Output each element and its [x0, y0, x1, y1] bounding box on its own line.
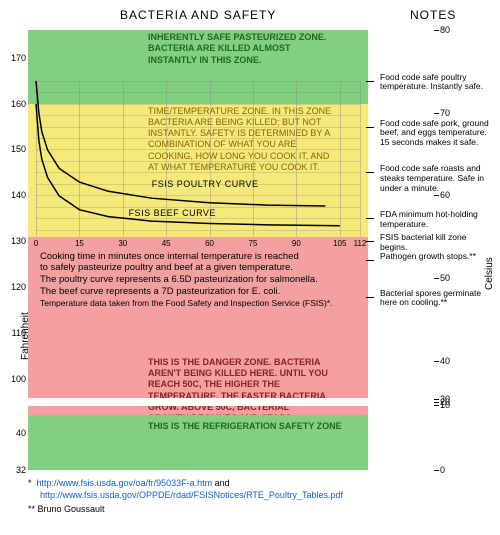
note-1: Food code safe pork, ground beef, and eg…	[380, 119, 492, 148]
zone-text-pasteurized: INHERENTLY SAFE PASTEURIZED ZONE. BACTER…	[148, 32, 328, 66]
explainer-line-4: Temperature data taken from the Food Saf…	[40, 298, 360, 309]
footnote-link-0[interactable]: http://www.fsis.usda.gov/oa/fr/95033F-a.…	[37, 478, 213, 488]
f-tick-110: 110	[6, 328, 26, 338]
c-tick-0: 0	[440, 465, 458, 475]
axis-break	[28, 398, 368, 406]
f-tick-150: 150	[6, 144, 26, 154]
c-tick-80: 80	[440, 25, 458, 35]
explainer-line-1: to safely pasteurize poultry and beef at…	[40, 262, 360, 274]
c-tick-10: 10	[440, 400, 458, 410]
note-dash-6	[366, 297, 374, 298]
x-tick-0: 0	[26, 239, 46, 248]
note-dash-1	[366, 127, 374, 128]
c-tick-mark-20	[434, 402, 439, 403]
f-tick-140: 140	[6, 190, 26, 200]
x-tick-112: 112	[350, 239, 370, 248]
f-tick-120: 120	[6, 282, 26, 292]
c-tick-mark-0	[434, 470, 439, 471]
chart-area: Fahrenheit INHERENTLY SAFE PASTEURIZED Z…	[28, 30, 368, 470]
explainer-line-2: The poultry curve represents a 6.5D past…	[40, 274, 360, 286]
c-tick-mark-40	[434, 361, 439, 362]
x-tick-75: 75	[243, 239, 263, 248]
f-tick-32: 32	[6, 465, 26, 475]
note-5: Pathogen growth stops.**	[380, 252, 492, 262]
note-2: Food code safe roasts and steaks tempera…	[380, 164, 492, 193]
footnote-starstar: ** Bruno Goussault	[28, 504, 105, 514]
c-tick-60: 60	[440, 190, 458, 200]
x-tick-15: 15	[69, 239, 89, 248]
c-tick-70: 70	[440, 108, 458, 118]
x-tick-90: 90	[286, 239, 306, 248]
c-tick-mark-70	[434, 113, 439, 114]
c-tick-mark-60	[434, 195, 439, 196]
time-temp-grid: 0153045607590105112FSIS POULTRY CURVEFSI…	[36, 81, 360, 237]
c-tick-mark-80	[434, 30, 439, 31]
beef-curve-label: FSIS BEEF CURVE	[129, 208, 216, 218]
f-tick-170: 170	[6, 53, 26, 63]
chart-title: BACTERIA AND SAFETY	[120, 8, 276, 22]
c-tick-mark-10	[434, 405, 439, 406]
notes-title: NOTES	[410, 8, 456, 22]
note-dash-4	[366, 241, 374, 242]
f-tick-100: 100	[6, 374, 26, 384]
note-dash-5	[366, 260, 374, 261]
zone-text-refrigeration: THIS IS THE REFRIGERATION SAFETY ZONE	[148, 421, 348, 432]
explainer-line-3: The beef curve represents a 7D pasteuriz…	[40, 286, 360, 298]
f-tick-40: 40	[6, 428, 26, 438]
note-3: FDA minimum hot-holding temperature.	[380, 210, 492, 230]
x-tick-105: 105	[330, 239, 350, 248]
c-tick-50: 50	[440, 273, 458, 283]
f-tick-130: 130	[6, 236, 26, 246]
footnote-link-1-wrap: http://www.fsis.usda.gov/OPPDE/rdad/FSIS…	[40, 490, 343, 500]
note-4: FSIS bacterial kill zone begins.	[380, 233, 492, 253]
x-tick-45: 45	[156, 239, 176, 248]
figure-root: BACTERIA AND SAFETY NOTES Fahrenheit INH…	[0, 0, 500, 535]
beef-curve	[36, 104, 340, 226]
note-dash-2	[366, 172, 374, 173]
poultry-curve-label: FSIS POULTRY CURVE	[152, 179, 259, 189]
footnote-link-1[interactable]: http://www.fsis.usda.gov/OPPDE/rdad/FSIS…	[40, 490, 343, 500]
explainer-text: Cooking time in minutes once internal te…	[40, 251, 360, 309]
c-tick-40: 40	[440, 356, 458, 366]
note-0: Food code safe poultry temperature. Inst…	[380, 73, 492, 93]
note-6: Bacterial spores germinate here on cooli…	[380, 289, 492, 309]
zone-refrigeration: THIS IS THE REFRIGERATION SAFETY ZONE	[28, 415, 368, 470]
explainer-line-0: Cooking time in minutes once internal te…	[40, 251, 360, 263]
c-tick-mark-30	[434, 399, 439, 400]
footnote-star: * http://www.fsis.usda.gov/oa/fr/95033F-…	[28, 478, 230, 488]
celsius-axis-label: Celsius	[484, 257, 495, 290]
note-dash-0	[366, 81, 374, 82]
c-tick-mark-50	[434, 278, 439, 279]
note-dash-3	[366, 218, 374, 219]
x-tick-30: 30	[113, 239, 133, 248]
f-tick-160: 160	[6, 99, 26, 109]
x-tick-60: 60	[200, 239, 220, 248]
